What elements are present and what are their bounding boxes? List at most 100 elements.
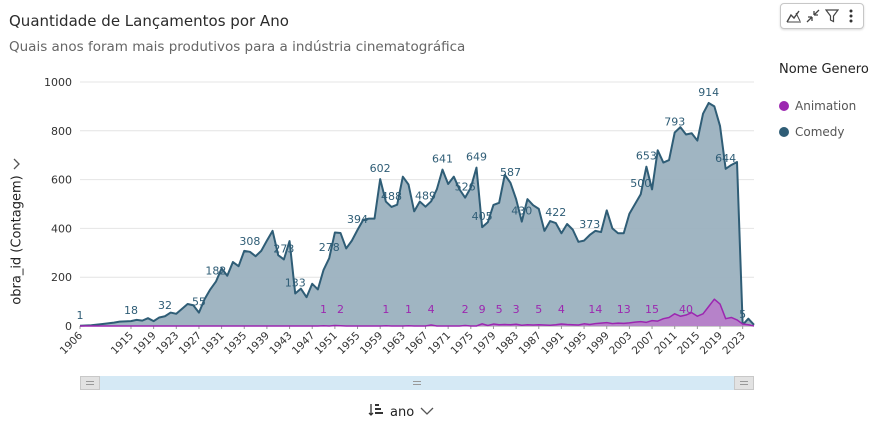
series-area-comedy xyxy=(80,102,754,326)
x-tick-label: 1951 xyxy=(313,330,340,357)
x-tick-label: 1919 xyxy=(131,330,158,357)
data-label-comedy: 405 xyxy=(472,210,493,223)
data-label-comedy: 500 xyxy=(630,177,651,190)
data-label-comedy: 32 xyxy=(158,299,172,312)
x-tick-label: 1931 xyxy=(199,330,226,357)
data-label-comedy: 653 xyxy=(636,150,657,163)
data-label-comedy: 914 xyxy=(698,86,719,99)
x-tick-label: 1995 xyxy=(562,330,589,357)
data-label-comedy: 133 xyxy=(285,277,306,290)
legend-label-animation: Animation xyxy=(795,99,857,113)
series-area-animation xyxy=(80,299,754,326)
legend-swatch-animation xyxy=(779,101,789,111)
data-label-comedy: 422 xyxy=(545,206,566,219)
legend-title: Nome Genero xyxy=(779,62,869,77)
visual-toolbar xyxy=(780,3,864,29)
y-axis-label[interactable]: obra_id (Contagem) xyxy=(9,175,25,305)
x-tick-label: 1991 xyxy=(539,330,566,357)
chevron-down-icon[interactable] xyxy=(420,405,434,420)
y-tick-label: 800 xyxy=(51,125,72,138)
filter-icon[interactable] xyxy=(823,7,841,25)
data-label-comedy: 373 xyxy=(579,218,600,231)
data-label-animation: 4 xyxy=(428,303,435,316)
series-line-comedy xyxy=(79,101,755,327)
chart-scrollbar[interactable] xyxy=(80,376,754,390)
data-label-animation: 4 xyxy=(558,303,565,316)
data-label-animation: 5 xyxy=(535,303,542,316)
data-label-animation: 1 xyxy=(382,303,389,316)
y-tick-label: 1000 xyxy=(44,76,72,89)
data-label-comedy: 526 xyxy=(455,181,476,194)
data-label-comedy: 793 xyxy=(664,116,685,129)
data-label-comedy: 5 xyxy=(739,308,746,321)
y-tick-label: 400 xyxy=(51,222,72,235)
legend-item-animation[interactable]: Animation xyxy=(779,99,856,113)
data-label-comedy: 488 xyxy=(381,190,402,203)
x-tick-label: 1999 xyxy=(584,330,611,357)
x-tick-label: 2015 xyxy=(675,330,702,357)
more-options-icon[interactable] xyxy=(842,7,860,25)
x-tick-label: 1983 xyxy=(494,330,521,357)
y-axis-chevron-icon[interactable] xyxy=(12,156,22,175)
data-label-comedy: 18 xyxy=(124,304,138,317)
data-label-animation: 2 xyxy=(462,303,469,316)
x-axis-field-label: ano xyxy=(390,404,415,420)
data-label-comedy: 278 xyxy=(319,241,340,254)
data-label-comedy: 641 xyxy=(432,153,453,166)
data-label-comedy: 308 xyxy=(239,235,260,248)
sort-icon[interactable] xyxy=(368,403,384,421)
x-tick-label: 1943 xyxy=(267,330,294,357)
collapse-icon[interactable] xyxy=(804,7,822,25)
x-tick-label: 1955 xyxy=(335,330,362,357)
x-tick-label: 1923 xyxy=(154,330,181,357)
x-tick-label: 1971 xyxy=(426,330,453,357)
data-label-comedy: 430 xyxy=(511,205,532,218)
data-label-comedy: 649 xyxy=(466,151,487,164)
data-label-comedy: 394 xyxy=(347,213,368,226)
x-tick-label: 2019 xyxy=(698,330,725,357)
scrollbar-right-handle[interactable] xyxy=(734,376,754,390)
y-tick-label: 200 xyxy=(51,271,72,284)
data-label-animation: 13 xyxy=(617,303,631,316)
x-tick-label: 1967 xyxy=(403,330,430,357)
legend-item-comedy[interactable]: Comedy xyxy=(779,125,845,139)
x-tick-label: 1939 xyxy=(245,330,272,357)
y-tick-label: 600 xyxy=(51,174,72,187)
chart-title: Quantidade de Lançamentos por Ano xyxy=(9,12,289,30)
x-axis-field-control[interactable]: ano xyxy=(368,403,434,421)
x-tick-label: 1915 xyxy=(109,330,136,357)
y-tick-label: 0 xyxy=(65,320,72,333)
data-label-animation: 1 xyxy=(405,303,412,316)
x-tick-label: 1947 xyxy=(290,330,317,357)
chart-subtitle: Quais anos foram mais produtivos para a … xyxy=(9,39,466,55)
data-label-animation: 3 xyxy=(513,303,520,316)
x-tick-label: 2003 xyxy=(607,330,634,357)
data-label-animation: 2 xyxy=(337,303,344,316)
y-axis-label-container: obra_id (Contagem) xyxy=(4,160,30,320)
data-label-comedy: 602 xyxy=(370,162,391,175)
x-tick-label: 2023 xyxy=(720,330,747,357)
data-label-comedy: 644 xyxy=(715,152,736,165)
data-label-comedy: 587 xyxy=(500,166,521,179)
scrollbar-center-grip[interactable] xyxy=(413,381,421,385)
data-label-animation: 5 xyxy=(496,303,503,316)
legend-label-comedy: Comedy xyxy=(795,125,845,139)
data-label-animation: 9 xyxy=(479,303,486,316)
data-label-comedy: 273 xyxy=(273,242,294,255)
data-label-animation: 1 xyxy=(320,303,327,316)
data-label-comedy: 55 xyxy=(192,296,206,309)
x-tick-label: 1935 xyxy=(222,330,249,357)
x-tick-label: 1963 xyxy=(381,330,408,357)
scrollbar-left-handle[interactable] xyxy=(80,376,100,390)
legend-swatch-comedy xyxy=(779,127,789,137)
data-label-comedy: 489 xyxy=(415,190,436,203)
data-label-animation: 40 xyxy=(679,303,693,316)
x-tick-label: 1975 xyxy=(449,330,476,357)
x-tick-label: 2011 xyxy=(652,330,679,357)
x-tick-label: 1987 xyxy=(517,330,544,357)
x-tick-label: 1906 xyxy=(58,329,86,357)
data-label-animation: 15 xyxy=(645,303,659,316)
visual-type-icon[interactable] xyxy=(785,7,803,25)
data-label-animation: 14 xyxy=(588,303,602,316)
